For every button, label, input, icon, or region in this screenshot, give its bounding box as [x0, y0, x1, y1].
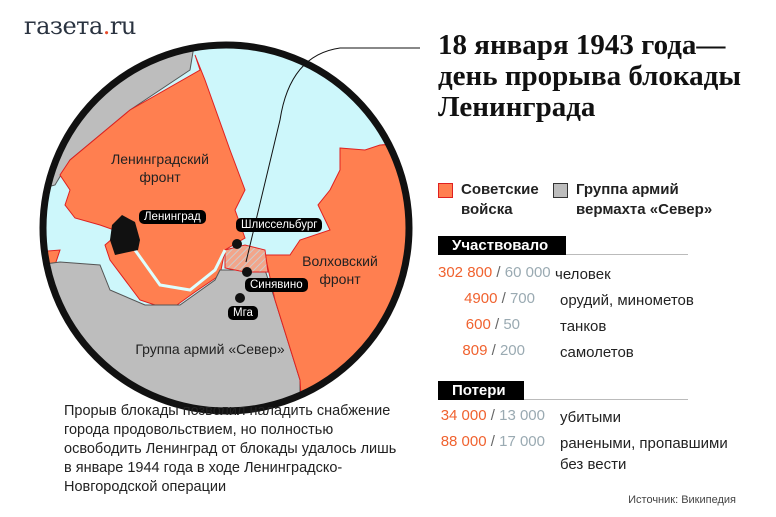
pointer-line — [245, 47, 420, 263]
volkhov-front-area — [264, 139, 409, 411]
german-value: 13 000 — [499, 407, 545, 424]
stat-row: 600 / 50 танков — [465, 316, 607, 335]
stat-label: орудий, минометов — [560, 292, 694, 309]
legend-label: вермахта «Север» — [576, 201, 713, 218]
soviet-value: 809 — [462, 342, 488, 359]
stat-row: 88 000 / 17 000 ранеными, пропавшими без … — [438, 433, 740, 475]
legend-label: Группа армий — [576, 181, 679, 198]
logo-tail: ru — [109, 12, 136, 40]
soviet-swatch — [438, 183, 453, 198]
army-north-label: Группа армий «Север» — [135, 341, 285, 357]
city-leningrad: Ленинград — [139, 210, 206, 224]
german-value: 60 000 — [504, 264, 551, 281]
footnote: Прорыв блокады позволил наладить снабжен… — [64, 403, 397, 495]
page-title: 18 января 1943 года— день прорыва блокад… — [438, 29, 741, 123]
losses-header: Потери — [438, 381, 688, 400]
city-sinyavino: Синявино — [245, 278, 308, 292]
german-value: 50 — [503, 316, 520, 333]
shlisselburg-dot — [232, 239, 242, 249]
participated-header: Участвовало — [438, 236, 688, 255]
german-value: 700 — [509, 290, 535, 307]
sinyavino-dot — [242, 267, 252, 277]
map-circle — [39, 41, 413, 415]
soviet-value: 88 000 — [440, 433, 487, 450]
label-line: Ленинградский — [111, 151, 209, 167]
stat-row: 809 / 200 самолетов — [462, 342, 634, 361]
stat-label: самолетов — [560, 344, 634, 361]
legend-label: войска — [461, 201, 513, 218]
stat-label: ранеными, пропавшими без вести — [560, 435, 728, 473]
soviet-value: 34 000 — [440, 407, 487, 424]
label-line: фронт — [139, 169, 181, 185]
leningrad-front-area — [59, 54, 246, 311]
stat-row: 34 000 / 13 000 убитыми — [440, 407, 621, 426]
losses-title: Потери — [438, 381, 524, 400]
logo-dot: . — [102, 12, 111, 40]
mga-dot — [235, 293, 245, 303]
logo-text: газета — [24, 12, 103, 40]
label-line: Волховский — [302, 253, 378, 269]
stat-label: танков — [560, 318, 607, 335]
german-value: 200 — [499, 342, 525, 359]
german-swatch — [553, 183, 568, 198]
city-mga: Мга — [228, 306, 258, 320]
label-line: фронт — [319, 271, 361, 287]
city-shlisselburg: Шлиссельбург — [236, 218, 323, 232]
participated-title: Участвовало — [438, 236, 567, 255]
source: Источник: Википедия — [628, 494, 736, 506]
leningrad-front-label: Ленинградский фронт — [100, 150, 220, 186]
leningrad-city — [110, 215, 140, 255]
soviet-value: 4900 — [464, 290, 498, 307]
legend-label: Советские — [461, 181, 539, 198]
stat-label: человек — [555, 266, 611, 283]
soviet-value: 600 — [465, 316, 491, 333]
volkhov-front-label: Волховский фронт — [295, 252, 385, 288]
stat-row: 4900 / 700 орудий, минометов — [464, 290, 694, 309]
soviet-value: 302 800 — [438, 264, 493, 281]
german-value: 17 000 — [499, 433, 545, 450]
legend-german: Группа армий вермахта «Север» — [553, 180, 712, 220]
stat-label: убитыми — [560, 409, 621, 426]
legend-soviet: Советские войска — [438, 180, 539, 220]
logo: газета.ru — [24, 12, 136, 40]
stat-row: 302 800 / 60 000 человек — [438, 264, 611, 283]
